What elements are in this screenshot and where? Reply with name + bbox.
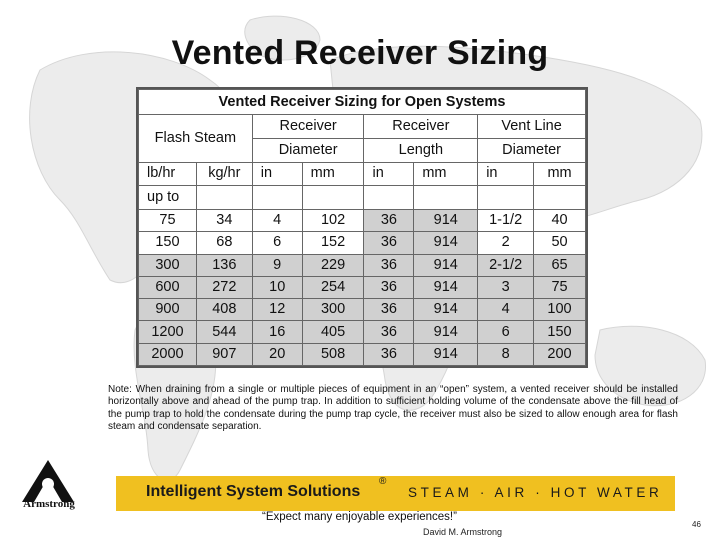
unit-header: kg/hr <box>195 161 253 187</box>
empty-cell <box>301 185 365 211</box>
table-cell: 150 <box>533 320 586 344</box>
table-cell: 36 <box>363 253 415 277</box>
table-cell: 914 <box>413 298 479 322</box>
unit-header: mm <box>533 161 586 187</box>
registered-mark: ® <box>379 476 387 487</box>
table-cell: 907 <box>195 342 253 367</box>
table-cell: 36 <box>363 209 415 233</box>
empty-cell <box>251 185 303 211</box>
table-cell: 914 <box>413 231 479 255</box>
empty-cell <box>195 185 253 211</box>
table-cell: 405 <box>301 320 365 344</box>
table-cell: 6 <box>251 231 303 255</box>
banner: Intelligent System Solutions ® STEAM · A… <box>116 476 675 511</box>
table-cell: 600 <box>138 275 197 300</box>
table-cell: 16 <box>251 320 303 344</box>
table-cell: 6 <box>477 320 535 344</box>
sizing-table: Vented Receiver Sizing for Open Systems … <box>136 87 588 368</box>
table-cell: 75 <box>138 209 197 233</box>
quote: “Expect many enjoyable experiences!” <box>262 511 457 523</box>
table-cell: 75 <box>533 275 586 300</box>
table-cell: 68 <box>195 231 253 255</box>
table-cell: 408 <box>195 298 253 322</box>
table-cell: 508 <box>301 342 365 367</box>
note-text: Note: When draining from a single or mul… <box>108 384 678 433</box>
table-cell: 36 <box>363 342 415 367</box>
table-cell: 200 <box>533 342 586 367</box>
table-cell: 229 <box>301 253 365 277</box>
table-row: 2000 907 20 508 36 914 8 200 <box>138 342 586 367</box>
unit-header: lb/hr <box>138 161 197 187</box>
table-cell: 2 <box>477 231 535 255</box>
table-row: 600 272 10 254 36 914 3 75 <box>138 275 586 300</box>
table-cell: 36 <box>363 298 415 322</box>
table-cell: 3 <box>477 275 535 300</box>
unit-header: mm <box>301 161 365 187</box>
header-flash-steam: Flash Steam <box>138 114 253 163</box>
table-cell: 8 <box>477 342 535 367</box>
table-cell: 50 <box>533 231 586 255</box>
table-cell: 4 <box>251 209 303 233</box>
table-cell: 100 <box>533 298 586 322</box>
table-cell: 2000 <box>138 342 197 367</box>
empty-cell <box>533 185 586 211</box>
banner-tagline: STEAM · AIR · HOT WATER <box>408 485 663 500</box>
table-cell: 12 <box>251 298 303 322</box>
armstrong-logo-icon <box>22 460 74 502</box>
slide-title: Vented Receiver Sizing <box>171 34 549 72</box>
table-cell: 914 <box>413 342 479 367</box>
table-cell: 900 <box>138 298 197 322</box>
table-cell: 150 <box>138 231 197 255</box>
table-cell: 914 <box>413 275 479 300</box>
logo-text: Armstrong <box>23 498 75 510</box>
table-cell: 36 <box>363 231 415 255</box>
table-cell: 272 <box>195 275 253 300</box>
table-cell: 300 <box>138 253 197 277</box>
table-cell: 136 <box>195 253 253 277</box>
author: David M. Armstrong <box>423 527 503 537</box>
table-row: 300 136 9 229 36 914 2-1/2 65 <box>138 253 586 277</box>
table-cell: 152 <box>301 231 365 255</box>
unit-header: in <box>363 161 415 187</box>
table-cell: 10 <box>251 275 303 300</box>
unit-header: in <box>477 161 535 187</box>
table-cell: 20 <box>251 342 303 367</box>
header-receiver-length-1: Receiver <box>363 114 479 139</box>
table-cell: 914 <box>413 253 479 277</box>
table-row: 900 408 12 300 36 914 4 100 <box>138 298 586 322</box>
header-receiver-diameter-1: Receiver <box>251 114 365 139</box>
table-cell: 65 <box>533 253 586 277</box>
table-cell: 40 <box>533 209 586 233</box>
table-caption: Vented Receiver Sizing for Open Systems <box>138 89 586 115</box>
table-cell: 1200 <box>138 320 197 344</box>
table-cell: 544 <box>195 320 253 344</box>
banner-name: Intelligent System Solutions <box>146 483 361 500</box>
table-cell: 2-1/2 <box>477 253 535 277</box>
table-row: 150 68 6 152 36 914 2 50 <box>138 231 586 255</box>
table-row: 1200 544 16 405 36 914 6 150 <box>138 320 586 344</box>
header-vent-line-1: Vent Line <box>477 114 586 139</box>
table-cell: 1-1/2 <box>477 209 535 233</box>
table-cell: 254 <box>301 275 365 300</box>
unit-header: mm <box>413 161 479 187</box>
table-cell: 914 <box>413 320 479 344</box>
header-receiver-length-2: Length <box>363 137 479 163</box>
empty-cell <box>413 185 479 211</box>
table-cell: 9 <box>251 253 303 277</box>
header-receiver-diameter-2: Diameter <box>251 137 365 163</box>
table-cell: 36 <box>363 320 415 344</box>
table-cell: 914 <box>413 209 479 233</box>
upto-label: up to <box>138 185 197 211</box>
table-cell: 300 <box>301 298 365 322</box>
header-vent-line-2: Diameter <box>477 137 586 163</box>
empty-cell <box>477 185 535 211</box>
table-cell: 34 <box>195 209 253 233</box>
table-row: 75 34 4 102 36 914 1-1/2 40 <box>138 209 586 233</box>
empty-cell <box>363 185 415 211</box>
page-number: 46 <box>692 520 701 529</box>
table-cell: 102 <box>301 209 365 233</box>
unit-header: in <box>251 161 303 187</box>
table-cell: 4 <box>477 298 535 322</box>
table-cell: 36 <box>363 275 415 300</box>
